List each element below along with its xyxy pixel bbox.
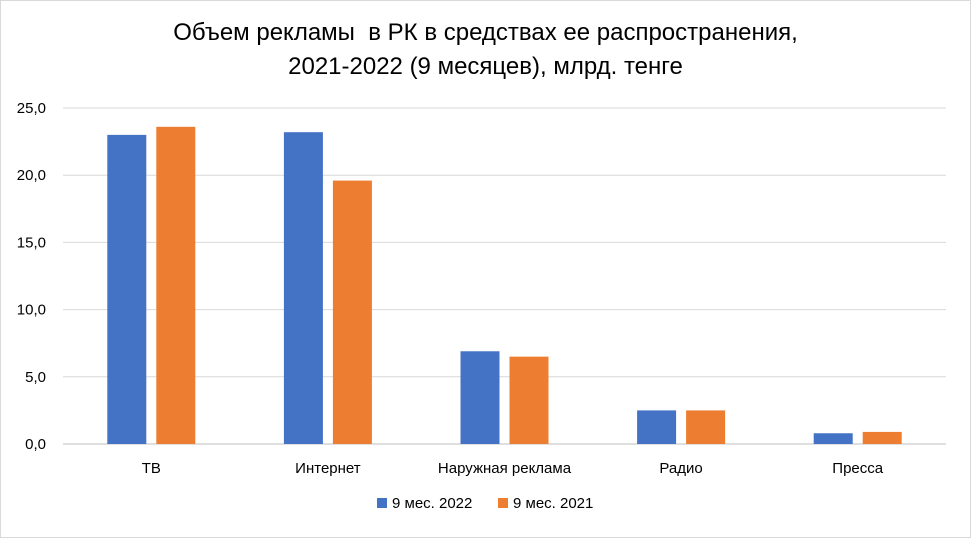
bar-series-2: [156, 126, 196, 444]
chart-title: Объем рекламы в РК в средствах ее распро…: [0, 16, 971, 84]
y-tick-label: 5,0: [25, 369, 46, 386]
bar-series-1: [637, 410, 677, 444]
legend-swatch: [377, 498, 387, 508]
y-tick-label: 15,0: [17, 234, 46, 251]
bar-series-2: [509, 356, 549, 444]
bar-series-1: [813, 433, 853, 444]
bar-series-2: [332, 180, 372, 445]
bar-series-1: [460, 351, 500, 444]
chart-title-line-2: 2021-2022 (9 месяцев), млрд. тенге: [288, 53, 683, 80]
category-label: Пресса: [832, 460, 883, 477]
chart-title-line-1: Объем рекламы в РК в средствах ее распро…: [173, 19, 798, 46]
legend-label: 9 мес. 2022: [392, 495, 472, 512]
bar-series-1: [283, 132, 323, 444]
bar-series-2: [862, 431, 902, 444]
category-label: Наружная реклама: [438, 460, 572, 477]
bar-series-2: [686, 410, 726, 444]
legend-swatch: [498, 498, 508, 508]
category-label: Радио: [659, 460, 702, 477]
y-tick-label: 0,0: [25, 436, 46, 453]
bar-series-1: [107, 134, 147, 444]
y-tick-label: 20,0: [17, 167, 46, 184]
category-label: Интернет: [295, 460, 361, 477]
y-tick-label: 25,0: [17, 100, 46, 117]
category-label: ТВ: [142, 460, 161, 477]
y-tick-label: 10,0: [17, 302, 46, 319]
legend-label: 9 мес. 2021: [513, 495, 593, 512]
